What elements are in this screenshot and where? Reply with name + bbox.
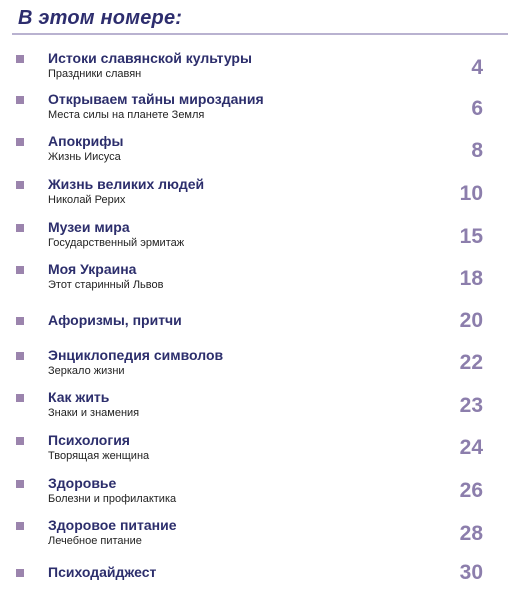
square-bullet-icon [16,352,24,360]
toc-item-subtitle: Государственный эрмитаж [48,237,185,249]
toc-item[interactable]: Здоровье Болезни и профилактика 26 [0,475,509,515]
square-bullet-icon [16,317,24,325]
toc-item-page-number[interactable]: 4 [471,56,483,79]
square-bullet-icon [16,437,24,445]
toc-item-subtitle: Болезни и профилактика [48,493,177,505]
toc-item-subtitle: Знаки и знамения [48,407,140,419]
square-bullet-icon [16,224,24,232]
square-bullet-icon [16,480,24,488]
toc-item[interactable]: Жизнь великих людей Николай Рерих 10 [0,176,509,216]
toc-item-subtitle: Творящая женщина [48,450,150,462]
toc-item-title[interactable]: Апокрифы [48,133,124,149]
toc-item[interactable]: Энциклопедия символов Зеркало жизни 22 [0,347,509,387]
toc-item[interactable]: Музеи мира Государственный эрмитаж 15 [0,219,509,259]
toc-item-page-number[interactable]: 28 [459,522,483,545]
toc-item[interactable]: Психология Творящая женщина 24 [0,432,509,472]
toc-item-title[interactable]: Здоровье [48,475,117,491]
toc-item[interactable]: Апокрифы Жизнь Иисуса 8 [0,133,509,173]
toc-item-title[interactable]: Моя Украина [48,261,137,277]
header-divider [12,33,508,35]
toc-item-title[interactable]: Жизнь великих людей [48,176,205,192]
toc-item[interactable]: Здоровое питание Лечебное питание 28 [0,517,509,557]
toc-item-title[interactable]: Истоки славянской культуры [48,50,252,66]
square-bullet-icon [16,138,24,146]
toc-item[interactable]: Истоки славянской культуры Праздники сла… [0,50,509,90]
toc-item[interactable]: Психодайджест 30 [0,561,509,604]
toc-item-title[interactable]: Энциклопедия символов [48,347,224,363]
square-bullet-icon [16,569,24,577]
toc-item-subtitle: Праздники славян [48,68,142,80]
toc-item-page-number[interactable]: 18 [459,267,483,290]
toc-item-subtitle: Жизнь Иисуса [48,151,121,163]
toc-item-page-number[interactable]: 22 [459,351,483,374]
toc-item-subtitle: Николай Рерих [48,194,126,206]
toc-item-page-number[interactable]: 6 [471,97,483,120]
square-bullet-icon [16,394,24,402]
toc-item-page-number[interactable]: 8 [471,139,483,162]
toc-item-title[interactable]: Психология [48,432,130,448]
toc-item-page-number[interactable]: 20 [459,309,483,332]
square-bullet-icon [16,522,24,530]
toc-item-page-number[interactable]: 24 [459,436,483,459]
toc-item-page-number[interactable]: 23 [459,394,483,417]
toc-item-title[interactable]: Как жить [48,389,110,405]
square-bullet-icon [16,96,24,104]
toc-item[interactable]: Открываем тайны мироздания Места силы на… [0,91,509,131]
toc-item-page-number[interactable]: 10 [459,182,483,205]
toc-item-page-number[interactable]: 26 [459,479,483,502]
toc-item[interactable]: Моя Украина Этот старинный Львов 18 [0,261,509,301]
page-title: В этом номере: [18,7,183,29]
square-bullet-icon [16,55,24,63]
toc-item-page-number[interactable]: 30 [459,561,483,584]
toc-item-page-number[interactable]: 15 [459,225,483,248]
toc-item-title[interactable]: Здоровое питание [48,517,177,533]
square-bullet-icon [16,181,24,189]
toc-item-subtitle: Зеркало жизни [48,365,125,377]
toc-item-title[interactable]: Музеи мира [48,219,130,235]
square-bullet-icon [16,266,24,274]
toc-item-title[interactable]: Афоризмы, притчи [48,312,182,328]
toc-item-subtitle: Лечебное питание [48,535,142,547]
toc-item-subtitle: Этот старинный Львов [48,279,164,291]
toc-item-title[interactable]: Психодайджест [48,564,157,580]
toc-item-subtitle: Места силы на планете Земля [48,109,205,121]
toc-item-title[interactable]: Открываем тайны мироздания [48,91,264,107]
toc-item[interactable]: Афоризмы, притчи 20 [0,309,509,352]
toc-item[interactable]: Как жить Знаки и знамения 23 [0,389,509,429]
